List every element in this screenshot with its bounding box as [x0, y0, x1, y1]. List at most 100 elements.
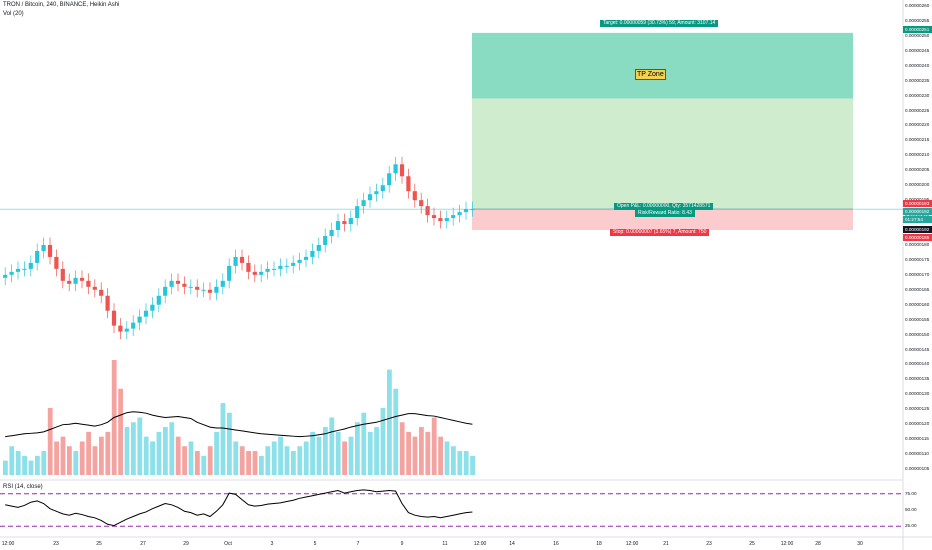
- time-tick-label: 3: [270, 541, 274, 547]
- price-tick-label: 0.00000210: [905, 152, 930, 158]
- volume-bar: [227, 412, 232, 475]
- candle-body: [73, 277, 78, 284]
- volume-bar: [60, 436, 66, 475]
- volume-bar: [406, 431, 411, 475]
- candle-body: [412, 191, 417, 201]
- candle-body: [137, 316, 142, 323]
- candle: [195, 279, 200, 298]
- price-tick-label: 0.00000155: [905, 316, 930, 322]
- price-tick-label: 0.00000255: [905, 17, 930, 23]
- volume-bar: [316, 436, 322, 475]
- candle: [259, 264, 264, 283]
- volume-bar: [470, 455, 475, 475]
- candle-body: [169, 280, 174, 287]
- candle: [73, 270, 78, 292]
- rsi-line: [5, 489, 473, 527]
- open-pnl-label: Open P&L: 0.00000000, Qty: 3571428571: [614, 203, 714, 210]
- candle: [361, 192, 366, 214]
- candle: [143, 303, 149, 325]
- volume-bar: [431, 417, 437, 475]
- price-tick-label: 0.00000130: [905, 391, 930, 397]
- volume-bar: [150, 441, 155, 475]
- candle-body: [444, 218, 449, 222]
- candle-body: [22, 268, 27, 270]
- volume-bar: [252, 451, 258, 475]
- symbol-title: TRON / Bitcoin, 240, BINANCE, Heikin Ash…: [3, 2, 120, 8]
- time-tick-label: 27: [140, 541, 146, 547]
- rsi-tick-label: 25.00: [905, 523, 917, 529]
- candle-body: [438, 218, 443, 222]
- volume-bar: [387, 369, 392, 475]
- price-tick-label: 0.00000110: [905, 451, 929, 457]
- time-tick-label: 11: [442, 541, 448, 547]
- volume-bar: [374, 427, 379, 475]
- candle-body: [233, 256, 238, 266]
- candle: [355, 198, 360, 226]
- volume-bar: [399, 422, 405, 475]
- candle-body: [67, 280, 72, 284]
- price-tick-label: 0.00000205: [905, 167, 930, 173]
- time-tick-label: 23: [53, 541, 59, 547]
- risk-reward-label: Risk/Reward Ratio: 8.43: [635, 210, 695, 217]
- candle: [380, 177, 385, 199]
- bar-timer-tag: 01:27:54: [903, 216, 932, 223]
- candle: [431, 207, 437, 226]
- price-tick-label: 0.00000125: [905, 406, 930, 412]
- price-tick-label: 0.00000150: [905, 331, 930, 337]
- position-zones: [472, 32, 853, 231]
- candle: [348, 210, 353, 232]
- candle-body: [451, 215, 456, 219]
- volume-bar: [118, 388, 123, 475]
- candle: [387, 165, 392, 193]
- candle: [399, 156, 405, 184]
- volume-bar: [105, 431, 111, 475]
- volume-bar: [271, 441, 277, 475]
- candle-body: [124, 328, 129, 332]
- volume-bar: [143, 436, 149, 475]
- candle: [367, 186, 373, 208]
- candle: [220, 273, 225, 295]
- rsi-tick-label: 50.00: [905, 507, 917, 512]
- candle-body: [297, 259, 302, 263]
- candle: [291, 255, 296, 274]
- candle-body: [86, 280, 91, 287]
- candle: [105, 288, 110, 319]
- candle-body: [303, 256, 309, 260]
- candle-body: [278, 265, 283, 269]
- candle-body: [387, 173, 392, 186]
- candle-body: [355, 206, 360, 219]
- candle: [41, 237, 46, 259]
- candle: [86, 273, 91, 295]
- price-tick-label: 0.00000220: [905, 122, 930, 128]
- tp-zone-box: [472, 32, 853, 99]
- candle-body: [323, 236, 328, 245]
- candle: [67, 273, 72, 292]
- candle: [316, 237, 321, 259]
- candle: [451, 207, 456, 226]
- price-tick-label: 0.00000230: [905, 92, 930, 98]
- candle: [233, 249, 238, 274]
- candle: [35, 243, 40, 271]
- price-tick-label: 0.00000180: [905, 241, 930, 247]
- price-tick-label: 0.00000235: [905, 77, 930, 83]
- candle: [131, 315, 136, 337]
- profit-zone-box: [472, 98, 853, 210]
- candle-body: [9, 271, 14, 275]
- stop-zone-box: [472, 209, 853, 231]
- candle: [227, 258, 232, 289]
- price-tick-label: 0.00000140: [905, 361, 930, 367]
- volume-bar: [303, 441, 309, 475]
- volume-bar: [380, 407, 386, 475]
- volume-bar: [156, 431, 162, 475]
- volume-bar: [22, 455, 27, 475]
- volume-bar: [54, 441, 59, 475]
- volume-bar: [188, 441, 194, 475]
- current-price-tag: 0.00000193: [903, 200, 932, 207]
- candle: [99, 282, 104, 304]
- candle: [47, 237, 53, 265]
- candle-body: [214, 286, 219, 293]
- price-tick-label: 0.00000250: [905, 32, 930, 38]
- candle-body: [201, 289, 206, 291]
- volume-bar: [163, 427, 168, 475]
